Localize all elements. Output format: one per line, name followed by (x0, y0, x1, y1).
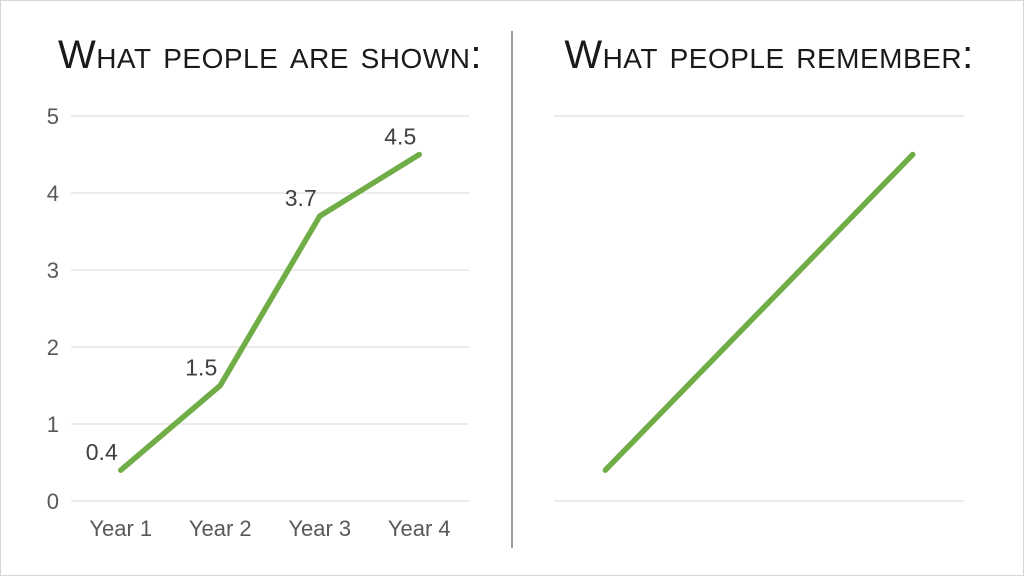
left-chart: 0 1 2 3 4 5 Year 1 Year 2 Year 3 Year 4 0.4 1.5 3.7 4… (47, 104, 469, 541)
y-tick-label: 1 (47, 412, 59, 437)
series-line (118, 151, 422, 473)
data-label: 1.5 (185, 355, 217, 381)
x-category-label: Year 2 (189, 516, 252, 541)
y-tick-label: 2 (47, 335, 59, 360)
y-tick-label: 4 (47, 181, 59, 206)
data-label: 0.4 (86, 439, 118, 465)
right-chart-title: What people remember: (564, 33, 974, 77)
series-line (602, 151, 916, 473)
data-label: 4.5 (384, 124, 416, 150)
left-chart-title: What people are shown: (57, 33, 483, 77)
data-label: 3.7 (285, 185, 317, 211)
x-category-label: Year 4 (388, 516, 451, 541)
divider-line (511, 31, 513, 548)
y-tick-label: 5 (47, 104, 59, 129)
x-category-label: Year 3 (288, 516, 351, 541)
right-chart (554, 115, 964, 502)
x-category-label: Year 1 (89, 516, 152, 541)
y-tick-label: 3 (47, 258, 59, 283)
y-tick-label: 0 (47, 489, 59, 514)
